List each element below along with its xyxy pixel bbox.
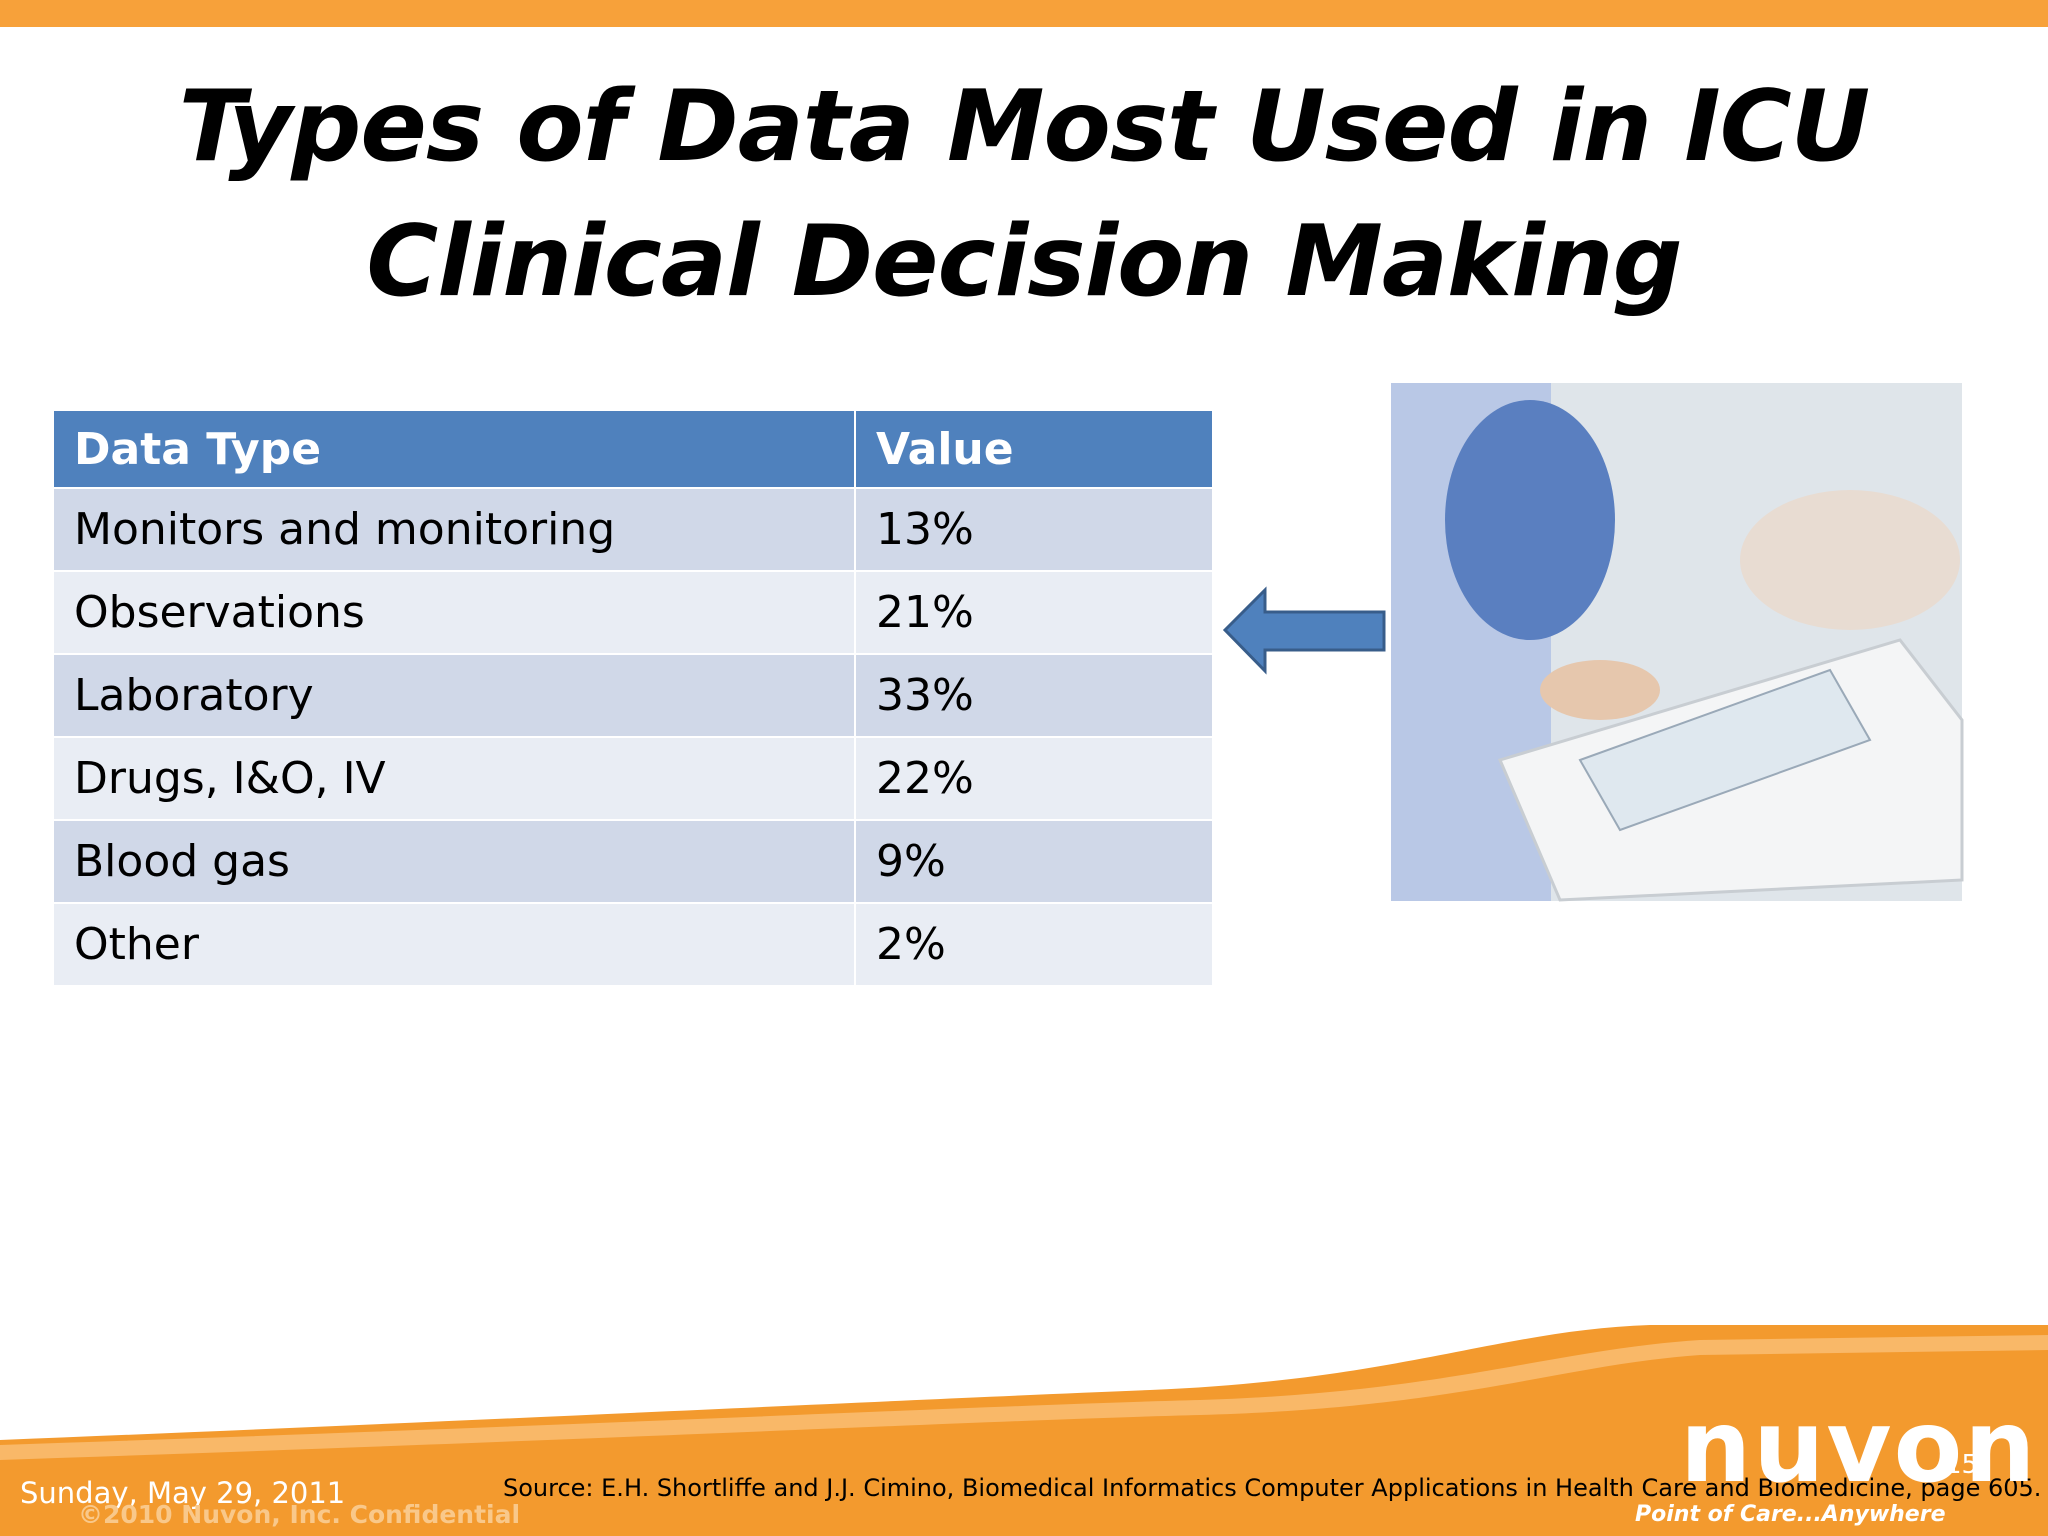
confidential: ©2010 Nuvon, Inc. Confidential — [78, 1500, 521, 1529]
data-type-cell: Monitors and monitoring — [52, 487, 856, 572]
table-row: Drugs, I&O, IV 22% — [52, 736, 1214, 821]
value-cell: 21% — [854, 570, 1214, 655]
data-type-cell: Blood gas — [52, 819, 856, 904]
value-cell: 13% — [854, 487, 1214, 572]
top-bar — [0, 0, 2048, 27]
data-type-cell: Laboratory — [52, 653, 856, 738]
header-row: Data Type Value — [52, 409, 1214, 489]
title-line: Types of Data Most Used in ICU — [178, 70, 1870, 184]
page-number: 15 — [1945, 1450, 1979, 1480]
photo — [1391, 383, 1964, 902]
tagline: Point of Care...Anywhere — [1635, 1502, 1946, 1527]
value-cell: 33% — [854, 653, 1214, 738]
table-row: Blood gas 9% — [52, 819, 1214, 904]
arrow — [1222, 586, 1386, 675]
photo-patient — [1740, 490, 1960, 630]
photo-screen — [1578, 668, 1872, 832]
data-table: Data Type Value Monitors and monitoring 1… — [52, 409, 1214, 987]
table-row: Other 2% — [52, 902, 1214, 987]
table-row: Observations 21% — [52, 570, 1214, 655]
title-line: Clinical Decision Making — [366, 205, 1682, 319]
header-cell: Data Type — [52, 409, 856, 489]
value-cell: 2% — [854, 902, 1214, 987]
data-type-cell: Drugs, I&O, IV — [52, 736, 856, 821]
table-row: Laboratory 33% — [52, 653, 1214, 738]
data-type-cell: Other — [52, 902, 856, 987]
value-cell: 22% — [854, 736, 1214, 821]
date: Sunday, May 29, 2011 — [20, 1476, 346, 1510]
photo-nurse — [1445, 400, 1615, 640]
data-type-cell: Observations — [52, 570, 856, 655]
table-row: Monitors and monitoring 13% — [52, 487, 1214, 572]
source: Source: E.H. Shortliffe and J.J. Cimino,… — [503, 1474, 2042, 1502]
swoosh-highlight — [0, 1335, 2048, 1460]
header-cell: Value — [854, 409, 1214, 489]
photo-hand — [1540, 660, 1660, 720]
value-cell: 9% — [854, 819, 1214, 904]
logo: nuvon — [1680, 1388, 2038, 1505]
